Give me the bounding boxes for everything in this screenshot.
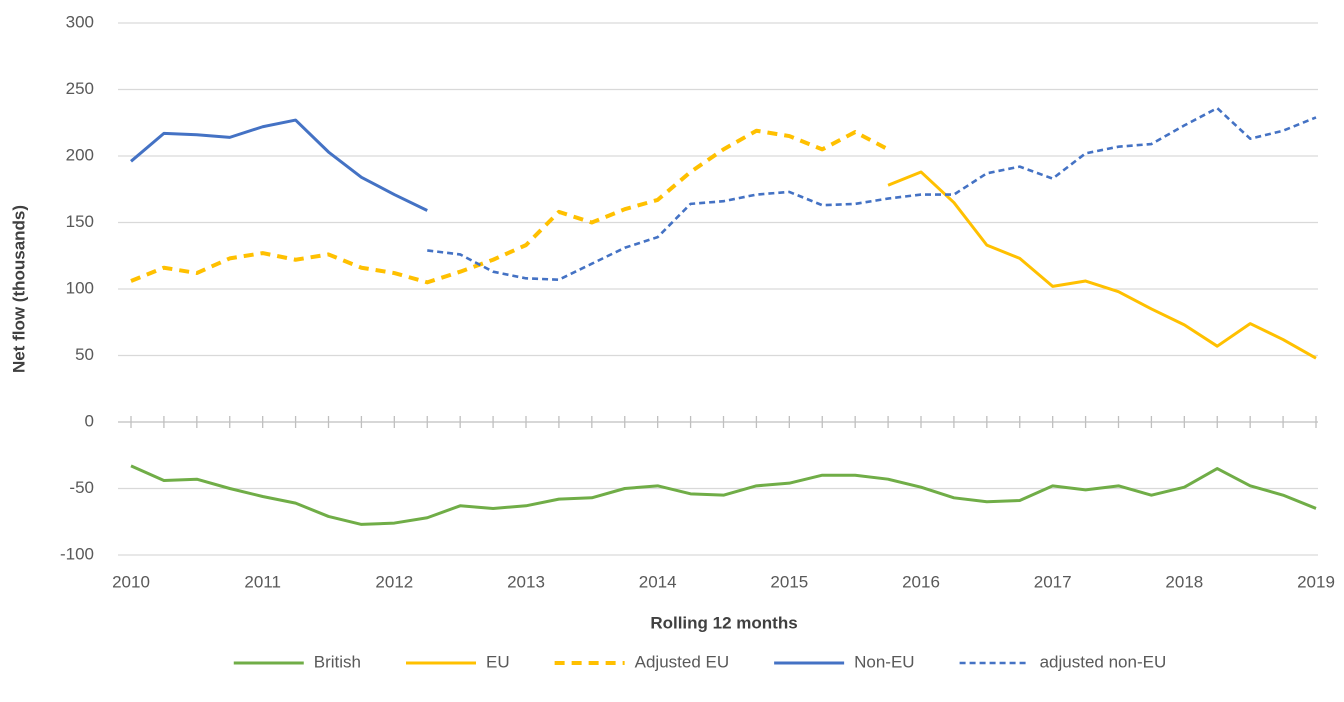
legend-label: EU — [486, 652, 510, 671]
series-line — [427, 106, 1317, 281]
series-line — [887, 170, 1317, 360]
legend-label: Non-EU — [854, 652, 914, 671]
x-tick-label: 2018 — [1165, 572, 1203, 591]
x-tick-label: 2017 — [1034, 572, 1072, 591]
y-tick-label: -50 — [69, 478, 94, 497]
x-tick-label: 2016 — [902, 572, 940, 591]
y-tick-label: 300 — [66, 12, 94, 31]
legend-label: Adjusted EU — [635, 652, 730, 671]
y-tick-label: -100 — [60, 544, 94, 563]
y-tick-label: 150 — [66, 212, 94, 231]
y-tick-label: 200 — [66, 145, 94, 164]
legend-label: British — [314, 652, 361, 671]
y-tick-label: 100 — [66, 278, 94, 297]
x-tick-label: 2012 — [375, 572, 413, 591]
x-tick-label: 2014 — [639, 572, 677, 591]
x-tick-label: 2015 — [770, 572, 808, 591]
x-tick-label: 2011 — [244, 572, 281, 591]
x-tick-label: 2013 — [507, 572, 545, 591]
y-axis-title: Net flow (thousands) — [9, 205, 28, 373]
x-axis-title: Rolling 12 months — [650, 613, 797, 632]
legend-label: adjusted non-EU — [1040, 652, 1167, 671]
y-tick-label: 50 — [75, 345, 94, 364]
x-tick-label: 2019 — [1297, 572, 1335, 591]
series-line — [130, 128, 890, 285]
y-tick-label: 250 — [66, 79, 94, 98]
series-line — [130, 118, 428, 212]
series-line — [130, 464, 1317, 526]
x-tick-label: 2010 — [112, 572, 150, 591]
y-tick-label: 0 — [85, 411, 94, 430]
